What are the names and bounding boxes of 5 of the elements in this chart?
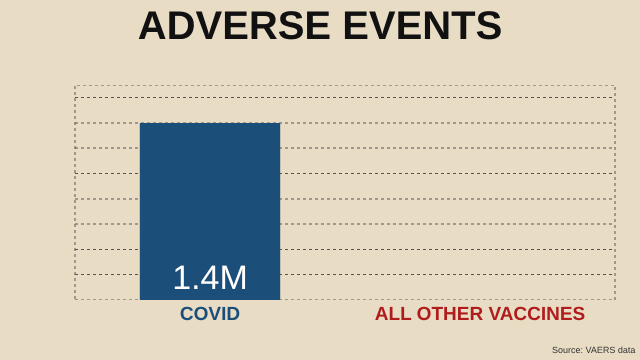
x-tick-label: COVID	[180, 304, 240, 325]
x-tick-label: ALL OTHER VACCINES	[374, 304, 586, 325]
data-label: 1.4M	[172, 259, 248, 297]
source-note: Source: VAERS data	[552, 345, 636, 355]
chart-title: ADVERSE EVENTS	[138, 4, 502, 48]
